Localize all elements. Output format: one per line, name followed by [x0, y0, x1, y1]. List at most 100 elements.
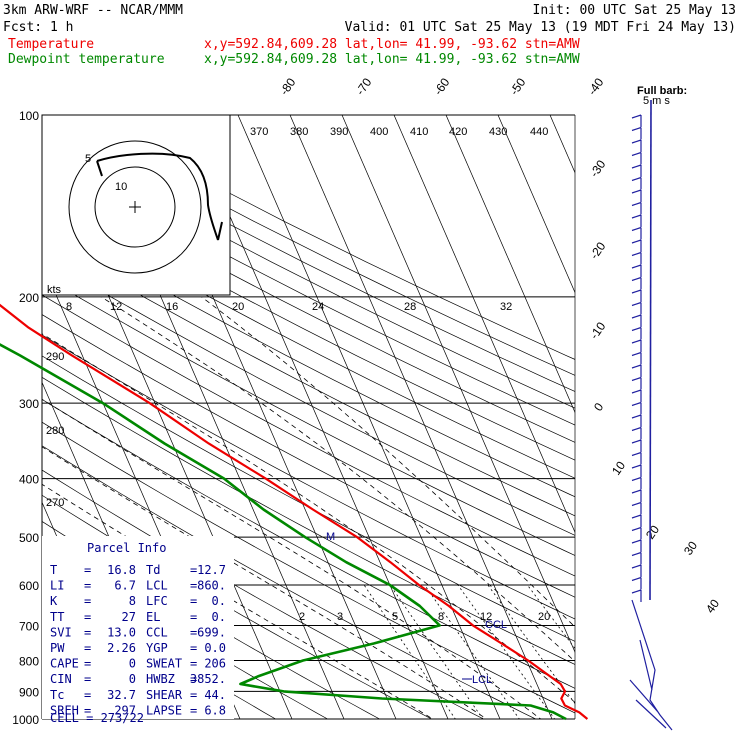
parcel-row-label-b: EL — [146, 610, 160, 624]
mixing-ratio-line — [527, 584, 575, 650]
parcel-row-label-b: Td — [146, 563, 160, 577]
parcel-row-eq-a: = — [84, 657, 91, 671]
hodo-speed-label: 12 — [110, 301, 122, 313]
el-marker: M — [326, 531, 335, 543]
parcel-row-eq-b: = — [190, 703, 197, 717]
moist-adiabat-line — [201, 296, 575, 628]
isotherm-line — [237, 115, 501, 719]
theta-label: 390 — [330, 126, 348, 138]
lcl-marker: LCL — [472, 674, 492, 686]
parcel-row-value-a: 6.7 — [114, 579, 136, 593]
wind-barb — [631, 264, 642, 277]
moist-adiabat-line — [42, 446, 488, 719]
parcel-row-value-a: 16.8 — [107, 563, 136, 577]
dry-adiabat-line — [42, 203, 575, 479]
isotherm-label: -80 — [277, 75, 299, 98]
isotherm-label: -50 — [507, 75, 529, 98]
wind-barbs — [629, 99, 673, 731]
parcel-row-value-a: 8 — [129, 594, 136, 608]
legend-dewpoint: Dewpoint temperature — [8, 52, 165, 67]
hodograph-units: kts — [47, 284, 62, 296]
theta-label: 410 — [410, 126, 428, 138]
isotherm-label: -10 — [587, 319, 609, 342]
legend-temperature: Temperature — [8, 37, 94, 52]
wind-barb — [631, 451, 642, 465]
isotherm-label: -40 — [585, 75, 607, 98]
wind-barb — [631, 489, 642, 502]
parcel-row-value-b: 44. — [204, 688, 226, 702]
parcel-row-value-a: 32.7 — [107, 688, 136, 702]
wind-barb — [631, 139, 642, 152]
parcel-row-eq-a: = — [84, 625, 91, 639]
hodograph-ring-outer — [68, 140, 202, 274]
parcel-row-eq-b: = — [190, 641, 197, 655]
parcel-row-value-a: 27 — [122, 610, 136, 624]
dry-adiabat-line — [42, 238, 575, 517]
wind-barb — [631, 114, 642, 127]
dewpoint-line — [0, 343, 567, 721]
isotherm-label: 0 — [591, 400, 606, 414]
dry-adiabat-line — [42, 169, 575, 443]
parcel-row-eq-b: = — [190, 625, 197, 639]
pressure-tick-label: 1000 — [12, 713, 39, 727]
pressure-tick-label: 600 — [19, 579, 39, 593]
wind-barb — [631, 439, 642, 452]
mixing-ratio-label: 20 — [538, 611, 550, 623]
parcel-row-value-a: 0 — [129, 657, 136, 671]
wind-barb — [631, 164, 642, 177]
wind-barb — [631, 176, 642, 190]
parcel-cell: CELL = 273/22 — [50, 711, 144, 725]
theta-label-left: 280 — [46, 425, 64, 437]
theta-label: 420 — [449, 126, 467, 138]
parcel-row-eq-b: = — [190, 610, 197, 624]
parcel-row-value-b: 3852. — [190, 672, 226, 686]
wind-barb — [631, 339, 642, 352]
parcel-row-label-a: T — [50, 563, 57, 577]
wind-barb — [631, 589, 642, 602]
isotherm-line — [445, 115, 575, 414]
dry-adiabat-line — [42, 314, 575, 598]
hodograph-ring-label-outer: 5 — [85, 153, 91, 165]
dry-adiabat-line — [42, 421, 575, 714]
hodo-speed-label: 24 — [312, 301, 324, 313]
wind-barb — [631, 351, 642, 365]
parcel-row-eq-a: = — [84, 703, 91, 717]
legend-dewpoint-location: x,y=592.84,609.28 lat,lon= 41.99, -93.62… — [204, 52, 580, 67]
mixing-ratio-label: 2 — [299, 611, 305, 623]
wind-barb — [631, 551, 642, 565]
parcel-row-eq-b: = — [190, 672, 197, 686]
theta-label: 370 — [250, 126, 268, 138]
theta-label-left: 290 — [46, 351, 64, 363]
parcel-row-value-b: 860. — [197, 579, 226, 593]
parcel-info-title: Parcel Info — [87, 541, 166, 555]
wind-barb — [631, 126, 642, 140]
isotherm-line — [289, 115, 553, 719]
hodograph-ring-inner — [94, 166, 176, 248]
parcel-info-background — [42, 536, 234, 719]
hodograph-frame — [41, 114, 231, 296]
parcel-row-value-b: 0.0 — [204, 641, 226, 655]
mixing-ratio-line — [363, 584, 456, 719]
pressure-tick-label: 700 — [19, 619, 39, 633]
isotherm-label: 10 — [609, 458, 628, 477]
wind-barb — [631, 301, 642, 315]
pressure-tick-label: 900 — [19, 685, 39, 699]
parcel-row-label-a: CAPE — [50, 657, 79, 671]
parcel-row-label-a: K — [50, 594, 58, 608]
hodo-speed-label: 16 — [166, 301, 178, 313]
wind-barb — [631, 364, 642, 377]
isotherm-line — [0, 115, 38, 732]
wind-barb — [631, 289, 642, 302]
isotherm-line — [341, 115, 575, 654]
parcel-row-label-a: SREH — [50, 703, 79, 717]
parcel-row-value-b: 206 — [204, 657, 226, 671]
wind-barb — [631, 276, 642, 290]
mixing-ratio-line — [389, 584, 484, 719]
dry-adiabat-line — [42, 121, 575, 392]
parcel-row-label-b: LAPSE — [146, 703, 182, 717]
wind-barb — [631, 189, 642, 202]
valid-time: Valid: 01 UTC Sat 25 May 13 (19 MDT Fri … — [345, 20, 736, 35]
pressure-tick-label: 400 — [19, 473, 39, 487]
wind-barb — [631, 376, 642, 390]
parcel-row-label-b: CCL — [146, 625, 168, 639]
